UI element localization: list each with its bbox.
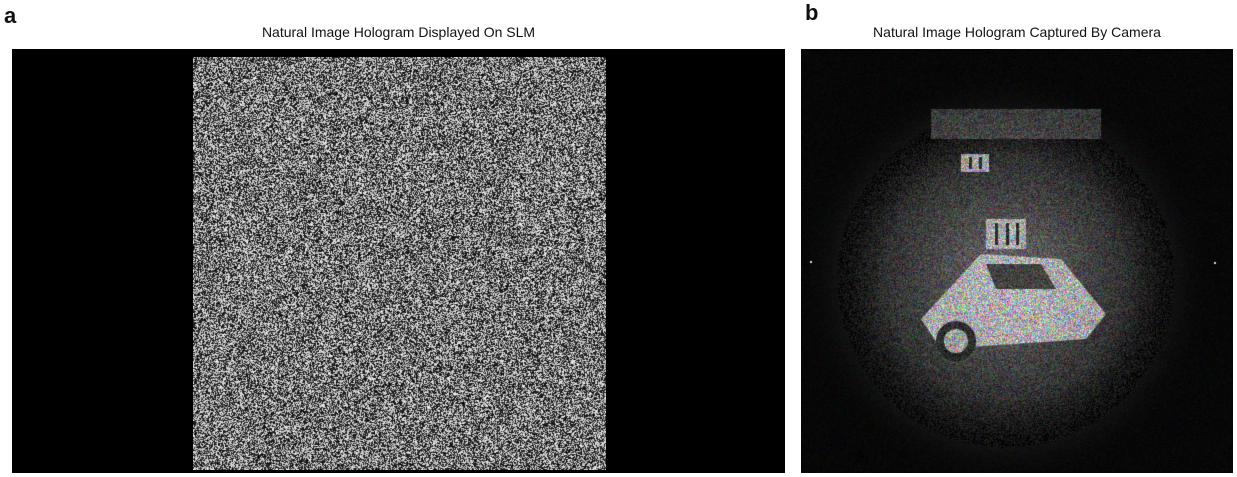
panel-b-title: Natural Image Hologram Captured By Camer… (873, 24, 1161, 40)
slm-hologram-image (12, 49, 785, 473)
panel-a-letter: a (4, 3, 17, 28)
panel-b-letter: b (805, 0, 819, 25)
camera-captured-image (801, 49, 1233, 473)
hologram-noise-pattern (193, 57, 606, 470)
panel-a-title: Natural Image Hologram Displayed On SLM (261, 24, 536, 40)
captured-reconstruction (801, 49, 1233, 473)
